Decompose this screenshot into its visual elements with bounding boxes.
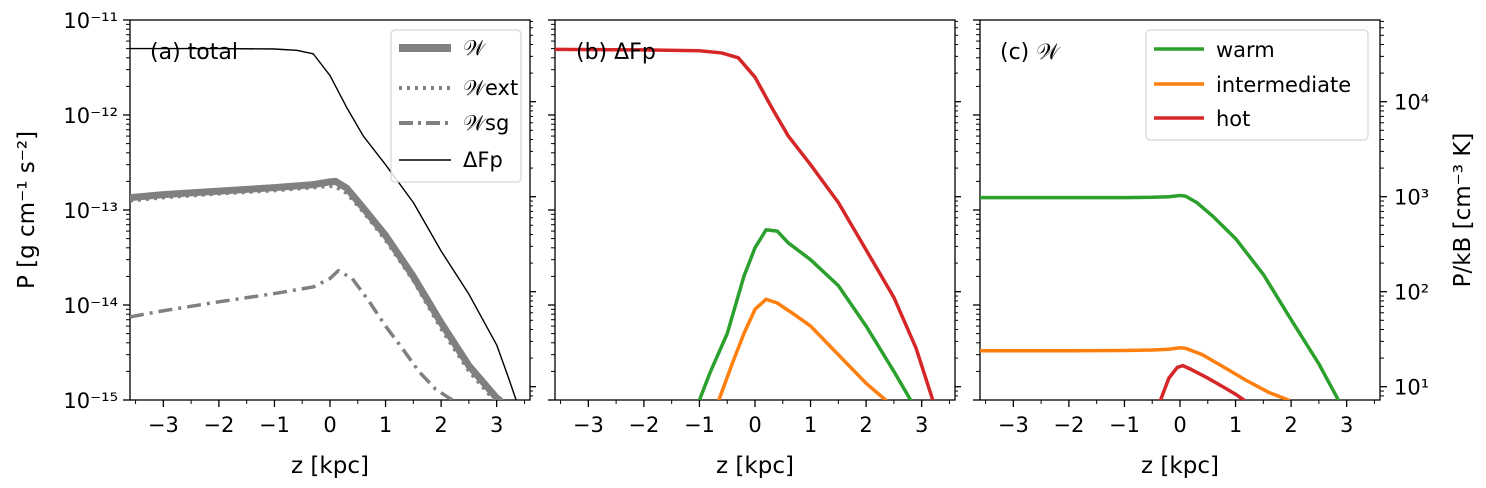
panel-a-ytick-label-1: 10⁻¹² — [63, 104, 118, 128]
panel-a-ytick-label-3: 10⁻¹⁴ — [63, 294, 118, 318]
panel-a-series-2 — [130, 268, 454, 400]
legend-c-label-0: warm — [1216, 38, 1275, 62]
panel-b-xtick-label-2: −1 — [684, 413, 715, 437]
panel-a-xtick-label-6: 3 — [490, 413, 503, 437]
panel-c-series-1 — [980, 345, 1291, 400]
panel-c-xtick-label-1: −2 — [1053, 413, 1084, 437]
panel-a-series — [130, 47, 517, 400]
panel-a-series-1 — [130, 184, 496, 400]
panel-c-xtick-label-3: 0 — [1173, 413, 1186, 437]
panel-a-xtick-label-5: 2 — [434, 413, 447, 437]
legend-c: warm intermediate hot — [1145, 29, 1369, 141]
panel-b-series-1 — [697, 227, 913, 400]
panel-b-xtick-label-1: −2 — [628, 413, 659, 437]
panel-c-ytick-right-label-3: 10¹ — [1394, 376, 1429, 400]
panel-b-series — [555, 47, 935, 400]
panel-c-series-0 — [980, 193, 1341, 400]
panel-a-xtick-label-4: 1 — [379, 413, 392, 437]
legend-a-label-1: 𝒲ext — [463, 76, 518, 100]
panel-a-series-0 — [130, 177, 503, 400]
panel-b-xtick-label-4: 1 — [804, 413, 817, 437]
panel-a-xtick-label-1: −2 — [203, 413, 234, 437]
panel-a-ytick-label-2: 10⁻¹³ — [63, 199, 118, 223]
legend-a-label-2: 𝒲sg — [463, 111, 509, 135]
panel-c-ytick-right-label-0: 10⁴ — [1394, 91, 1429, 115]
panel-a-title: (a) total — [150, 40, 238, 65]
legend-a-label-3: ΔFp — [463, 148, 503, 172]
panel-a-xtick-label-2: −1 — [259, 413, 290, 437]
legend-c-label-2: hot — [1216, 107, 1250, 131]
panel-c-xlabel: z [kpc] — [1141, 453, 1219, 479]
panel-a-series-3 — [130, 47, 517, 400]
panel-c-ytick-right-label-2: 10² — [1394, 281, 1429, 305]
legend-a-label-0: 𝒲 — [463, 36, 487, 60]
panel-b-xtick-label-5: 2 — [859, 413, 872, 437]
panel-b-series-0 — [555, 47, 935, 400]
panel-a-ylabel: P [g cm⁻¹ s⁻²] — [14, 131, 40, 289]
panel-a-xtick-label-3: 0 — [323, 413, 336, 437]
panel-b-xtick-label-6: 3 — [915, 413, 928, 437]
panel-c-xtick-label-5: 2 — [1284, 413, 1297, 437]
panel-c-xtick-label-2: −1 — [1109, 413, 1140, 437]
panel-c-xtick-label-4: 1 — [1229, 413, 1242, 437]
panel-c-ytick-right-label-1: 10³ — [1394, 186, 1429, 210]
panel-c-xtick-label-0: −3 — [998, 413, 1029, 437]
panel-b-xtick-label-0: −3 — [573, 413, 604, 437]
panel-a-ytick-label-4: 10⁻¹⁵ — [63, 389, 118, 413]
panel-a-xlabel: z [kpc] — [291, 453, 369, 479]
panel-b-xtick-label-3: 0 — [748, 413, 761, 437]
legend-c-label-1: intermediate — [1216, 73, 1351, 97]
panel-a-ytick-label-0: 10⁻¹¹ — [63, 9, 118, 33]
panel-b-xlabel: z [kpc] — [716, 453, 794, 479]
panel-c-series — [980, 193, 1341, 400]
panel-c-title: (c) 𝒲 — [1000, 40, 1061, 65]
panel-c-ylabel-right: P/kB [cm⁻³ K] — [1450, 133, 1476, 288]
panel-c-xtick-label-6: 3 — [1340, 413, 1353, 437]
panel-a-xtick-label-0: −3 — [148, 413, 179, 437]
legend-a: 𝒲 𝒲ext 𝒲sg ΔFp — [390, 29, 522, 183]
panel-b-series-2 — [717, 297, 888, 400]
panel-b-title: (b) ΔFp — [576, 40, 656, 65]
panel-c-series-2 — [1158, 363, 1246, 400]
